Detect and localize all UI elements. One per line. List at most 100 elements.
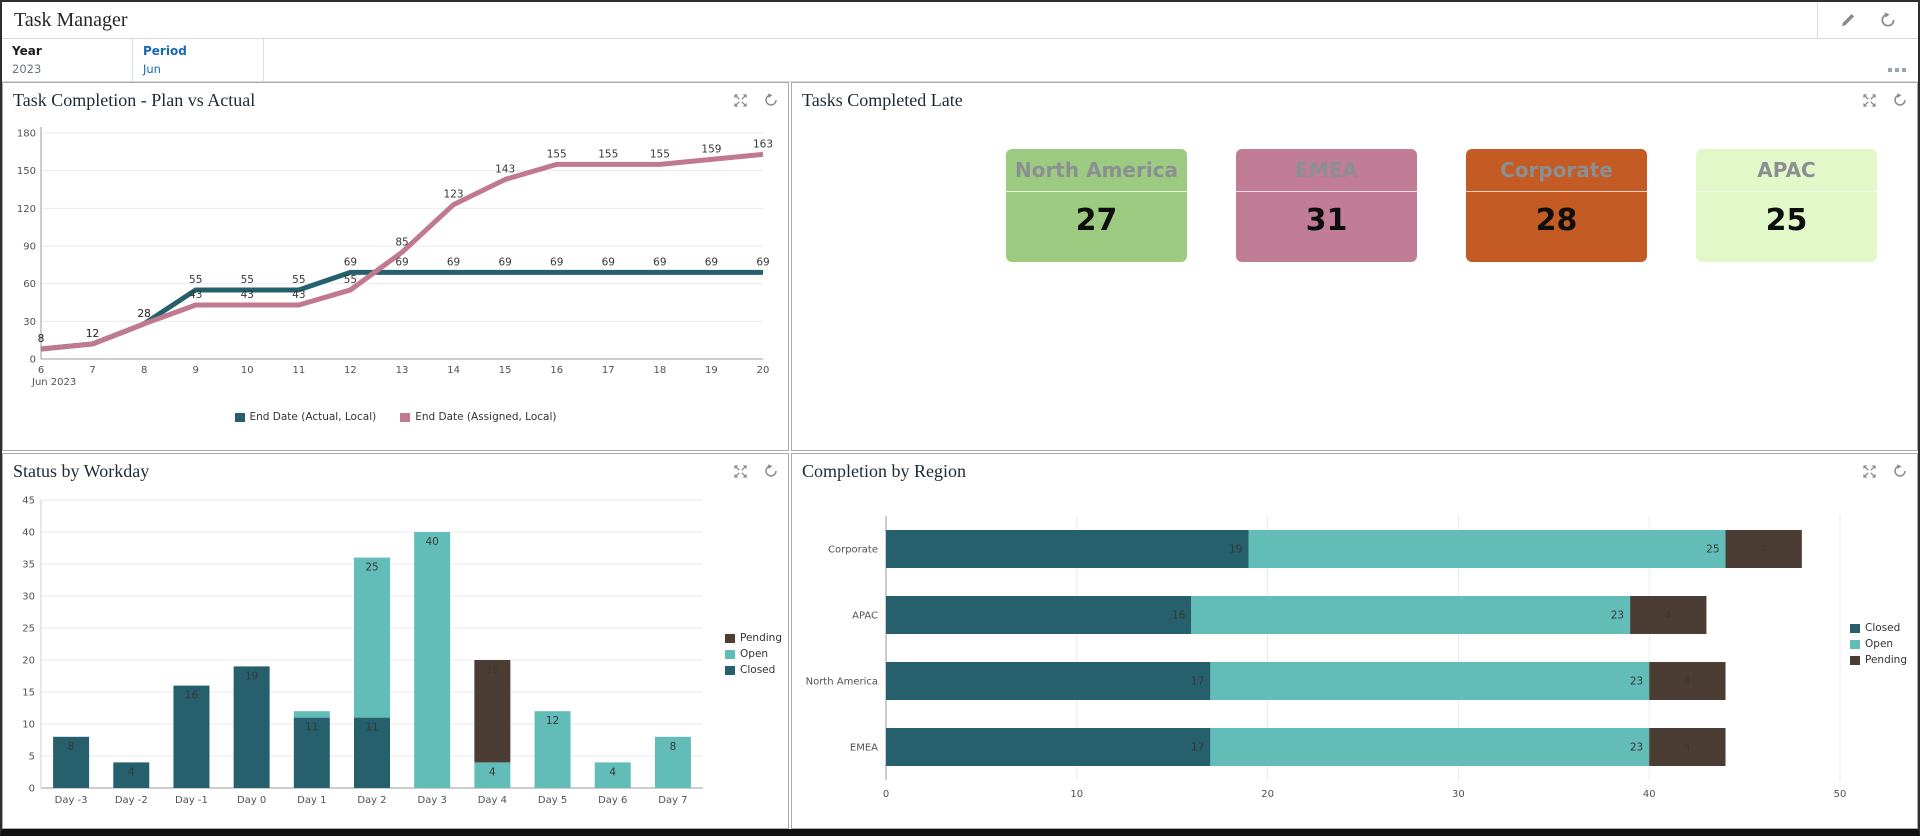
svg-text:23: 23 xyxy=(1611,610,1624,622)
svg-text:5: 5 xyxy=(29,752,35,763)
svg-text:163: 163 xyxy=(753,138,773,150)
svg-text:0: 0 xyxy=(29,784,35,795)
svg-text:60: 60 xyxy=(23,279,36,290)
kpi-tile-value: 25 xyxy=(1765,203,1808,238)
status-by-workday-chart[interactable]: 0 5 10 15 20 25 30 35 40 45 8 Day -3 4 Day -2 16 Day -1… xyxy=(11,486,776,818)
kpi-tile-north-america[interactable]: North America 27 xyxy=(1006,149,1187,262)
svg-text:143: 143 xyxy=(495,163,515,175)
legend-swatch xyxy=(400,412,411,422)
svg-text:90: 90 xyxy=(23,242,36,253)
svg-text:25: 25 xyxy=(22,624,35,635)
svg-text:4: 4 xyxy=(1684,742,1691,754)
svg-text:10: 10 xyxy=(241,365,254,376)
svg-text:APAC: APAC xyxy=(852,611,878,622)
panel-status-by-workday: Status by Workday 0 5 10 15 20 25 30 35 40 45 8 Day… xyxy=(2,453,789,829)
kpi-tile-value: 31 xyxy=(1305,203,1348,238)
kpi-tile-label: North America xyxy=(1014,158,1179,182)
svg-text:30: 30 xyxy=(23,317,36,328)
pencil-icon[interactable] xyxy=(1840,12,1856,28)
panel-title: Status by Workday xyxy=(13,461,150,481)
refresh-icon[interactable] xyxy=(1880,12,1896,28)
filter-year[interactable]: Year 2023 xyxy=(2,39,133,81)
filter-period[interactable]: Period Jun xyxy=(133,39,264,81)
svg-text:8: 8 xyxy=(38,333,45,345)
maximize-icon[interactable] xyxy=(1863,464,1876,478)
svg-text:Day 3: Day 3 xyxy=(418,795,447,806)
svg-text:12: 12 xyxy=(86,328,99,340)
svg-text:19: 19 xyxy=(245,670,258,682)
svg-text:4: 4 xyxy=(1684,676,1691,688)
svg-text:20: 20 xyxy=(757,365,770,376)
svg-text:Day 6: Day 6 xyxy=(598,795,627,806)
svg-text:15: 15 xyxy=(22,688,35,699)
kpi-tile-corporate[interactable]: Corporate 28 xyxy=(1466,149,1647,262)
plan-vs-actual-chart[interactable]: 0 30 60 90 120 150 180 6 7 8 9 10 11 12 13 14 15 16 17 18 19… xyxy=(11,115,777,401)
svg-text:8: 8 xyxy=(38,333,45,345)
svg-text:16: 16 xyxy=(550,365,563,376)
maximize-icon[interactable] xyxy=(734,464,747,478)
svg-text:EMEA: EMEA xyxy=(850,743,878,754)
refresh-icon[interactable] xyxy=(764,93,778,107)
chart-legend: Closed Open Pending xyxy=(1850,622,1907,666)
ellipsis-icon[interactable] xyxy=(1888,68,1906,72)
kpi-tile-label: APAC xyxy=(1757,158,1816,182)
svg-text:85: 85 xyxy=(395,236,408,248)
svg-text:Day -3: Day -3 xyxy=(55,795,88,806)
svg-text:4: 4 xyxy=(1760,544,1767,556)
svg-text:4: 4 xyxy=(128,766,135,778)
svg-text:Day 0: Day 0 xyxy=(237,795,266,806)
svg-text:16: 16 xyxy=(185,690,199,702)
svg-text:25: 25 xyxy=(1706,544,1719,556)
kpi-tile-emea[interactable]: EMEA 31 xyxy=(1236,149,1417,262)
svg-text:17: 17 xyxy=(602,365,615,376)
svg-text:20: 20 xyxy=(22,656,35,667)
svg-text:30: 30 xyxy=(22,592,35,603)
svg-text:150: 150 xyxy=(17,166,36,177)
panel-title: Completion by Region xyxy=(802,461,966,481)
kpi-tile-divider xyxy=(1466,191,1647,192)
completion-by-region-chart[interactable]: 0 10 20 30 40 50 Corporate 19 25 4 APAC 16 23 4 North … xyxy=(800,486,1904,816)
svg-text:0: 0 xyxy=(883,789,889,800)
svg-text:69: 69 xyxy=(447,256,460,268)
legend-swatch xyxy=(1850,623,1861,633)
svg-text:16: 16 xyxy=(486,664,500,676)
legend-item: Open xyxy=(725,648,782,660)
panel-plan-vs-actual: Task Completion - Plan vs Actual 0 30 60 90… xyxy=(2,82,789,451)
svg-text:69: 69 xyxy=(602,256,615,268)
svg-text:4: 4 xyxy=(489,766,496,778)
svg-text:69: 69 xyxy=(550,256,563,268)
svg-text:28: 28 xyxy=(137,308,150,320)
svg-text:14: 14 xyxy=(447,365,460,376)
kpi-tile-apac[interactable]: APAC 25 xyxy=(1696,149,1877,262)
refresh-icon[interactable] xyxy=(1893,93,1907,107)
panel-title: Tasks Completed Late xyxy=(802,90,963,110)
kpi-tiles: North America 27 EMEA 31 Corporate 28 AP… xyxy=(1006,149,1917,262)
filter-bar: Year 2023 Period Jun xyxy=(2,39,1918,82)
refresh-icon[interactable] xyxy=(764,464,778,478)
refresh-icon[interactable] xyxy=(1893,464,1907,478)
header-actions xyxy=(1817,2,1918,38)
svg-text:Day 4: Day 4 xyxy=(478,795,507,806)
svg-text:155: 155 xyxy=(650,148,670,160)
app-header: Task Manager xyxy=(2,2,1918,39)
svg-text:40: 40 xyxy=(1643,789,1656,800)
kpi-tile-label: EMEA xyxy=(1295,158,1358,182)
panel-completion-by-region: Completion by Region 0 10 20 30 40 50 Corporat… xyxy=(791,453,1918,829)
svg-text:17: 17 xyxy=(1191,676,1204,688)
chart-legend: Pending Open Closed xyxy=(725,632,782,676)
svg-text:123: 123 xyxy=(444,189,464,201)
svg-text:8: 8 xyxy=(68,741,75,753)
maximize-icon[interactable] xyxy=(1863,93,1876,107)
legend-item: End Date (Assigned, Local) xyxy=(400,411,557,423)
legend-item: Open xyxy=(1850,638,1907,650)
kpi-tile-divider xyxy=(1696,191,1877,192)
svg-text:20: 20 xyxy=(1261,789,1274,800)
svg-text:15: 15 xyxy=(499,365,512,376)
svg-text:19: 19 xyxy=(705,365,718,376)
svg-text:0: 0 xyxy=(30,355,36,366)
maximize-icon[interactable] xyxy=(734,93,747,107)
svg-text:23: 23 xyxy=(1630,676,1643,688)
svg-text:55: 55 xyxy=(189,274,202,286)
legend-swatch xyxy=(1850,639,1861,649)
svg-text:10: 10 xyxy=(1070,789,1083,800)
